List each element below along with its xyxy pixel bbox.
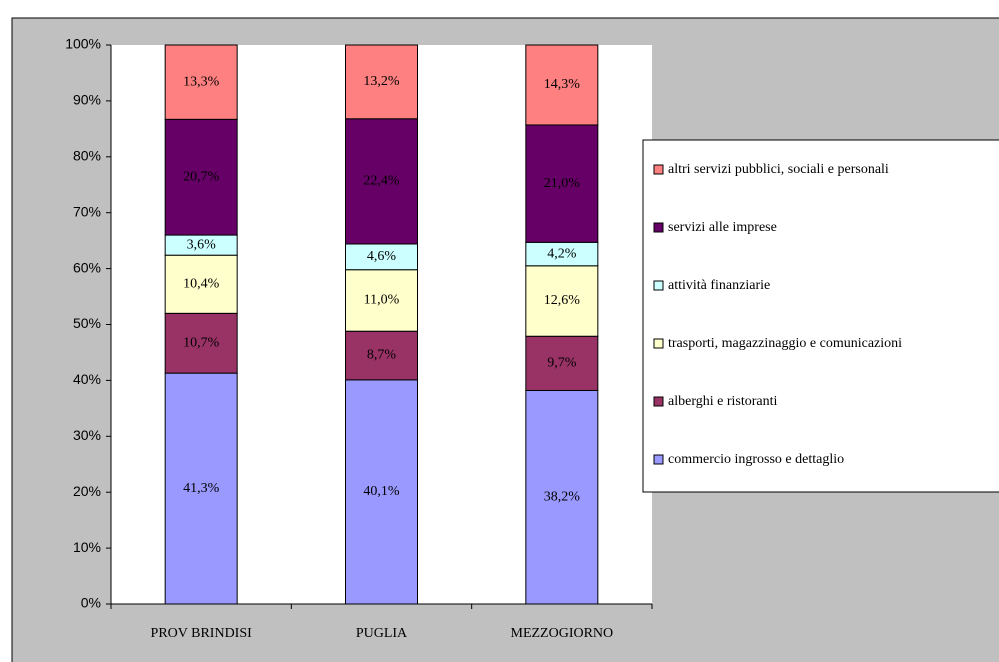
legend-swatch: [653, 454, 664, 465]
bar-segment: [345, 330, 418, 381]
y-tick-label: 20%: [73, 483, 101, 499]
y-tick-label: 70%: [73, 203, 101, 219]
data-label: 10,7%: [183, 335, 220, 350]
legend-label: servizi alle imprese: [668, 220, 777, 235]
y-tick-label: 100%: [65, 36, 101, 52]
legend-box: [642, 139, 999, 493]
legend-label: alberghi e ristoranti: [668, 394, 778, 409]
bar-segment: [345, 379, 418, 605]
bar-segment: [345, 118, 418, 245]
data-label: 4,6%: [367, 249, 397, 264]
legend-label: commercio ingrosso e dettaglio: [668, 452, 845, 467]
legend-label: attività finanziarie: [668, 278, 771, 293]
legend-swatch: [653, 280, 664, 291]
y-tick-label: 30%: [73, 427, 101, 443]
data-label: 4,2%: [547, 246, 577, 261]
bar-segment: [345, 269, 418, 332]
data-label: 20,7%: [183, 169, 220, 184]
legend-swatch: [653, 164, 664, 175]
data-label: 12,6%: [544, 293, 581, 308]
y-tick-label: 60%: [73, 259, 101, 275]
data-label: 13,3%: [183, 74, 220, 89]
x-tick-label: PUGLIA: [356, 626, 408, 641]
y-tick-label: 0%: [81, 595, 101, 611]
legend-label: trasporti, magazzinaggio e comunicazioni: [668, 336, 903, 351]
bar-segment: [164, 372, 238, 605]
bar-segment: [164, 312, 238, 374]
y-tick-label: 90%: [73, 92, 101, 108]
x-tick-label: PROV BRINDISI: [151, 626, 253, 641]
bar-segment: [345, 44, 418, 120]
bar-segment: [164, 44, 238, 120]
bar-segment: [525, 44, 599, 126]
data-label: 14,3%: [544, 77, 581, 92]
y-tick-label: 40%: [73, 371, 101, 387]
y-tick-label: 10%: [73, 539, 101, 555]
data-label: 13,2%: [363, 74, 400, 89]
legend-swatch: [653, 222, 664, 233]
legend-swatch: [653, 396, 664, 407]
legend-swatch: [653, 338, 664, 349]
data-label: 3,6%: [187, 237, 217, 252]
data-label: 22,4%: [363, 174, 400, 189]
data-label: 11,0%: [364, 293, 400, 308]
y-tick-label: 80%: [73, 148, 101, 164]
x-tick-label: MEZZOGIORNO: [511, 626, 614, 641]
bar-segment: [525, 335, 599, 391]
bar-segment: [164, 118, 238, 236]
bar-segment: [345, 243, 418, 271]
legend-label: altri servizi pubblici, sociali e person…: [668, 162, 889, 177]
bar-segment: [525, 265, 599, 337]
y-tick-label: 50%: [73, 315, 101, 331]
data-label: 38,2%: [544, 489, 581, 504]
data-label: 10,4%: [183, 276, 220, 291]
data-label: 40,1%: [363, 484, 400, 499]
data-label: 9,7%: [547, 356, 577, 371]
bar-segment: [525, 389, 599, 605]
data-label: 8,7%: [367, 348, 397, 363]
bar-segment: [525, 124, 599, 243]
bar-segment: [164, 254, 238, 314]
data-label: 21,0%: [544, 176, 581, 191]
data-label: 41,3%: [183, 481, 220, 496]
